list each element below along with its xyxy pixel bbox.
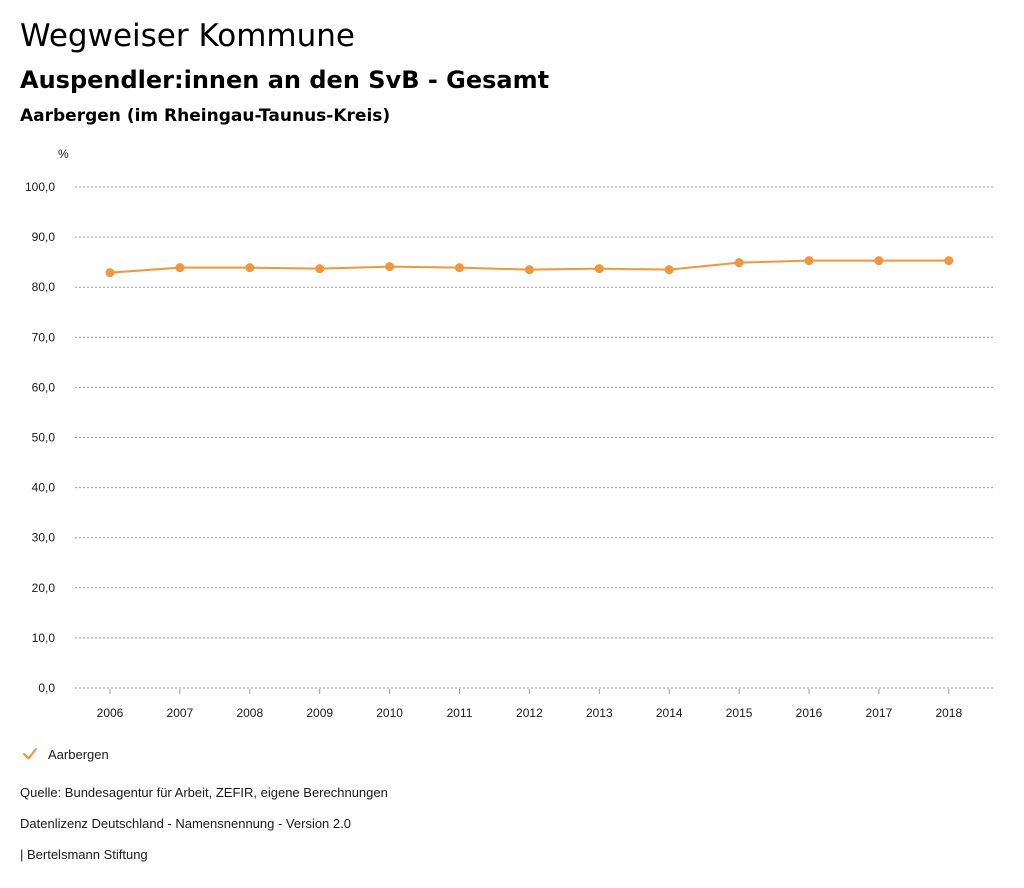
x-tick-label: 2011: [447, 706, 473, 720]
data-point: [385, 262, 395, 272]
y-tick-label: 100,0: [25, 180, 55, 194]
legend-label: Aarbergen: [48, 746, 109, 762]
data-point: [175, 263, 185, 273]
line-chart: % 0,0 10,0 20,0 30,0 40,0 50,0 60,0 70,0 80,0 90,0…: [25, 147, 993, 720]
x-tick-label: 2015: [726, 706, 753, 720]
publisher-note: | Bertelsmann Stiftung: [20, 847, 148, 862]
region-label: Aarbergen (im Rheingau-Taunus-Kreis): [20, 106, 391, 126]
x-tick-label: 2006: [97, 706, 124, 720]
data-point: [944, 256, 954, 266]
y-axis-unit-label: %: [58, 147, 69, 161]
legend-item-aarbergen[interactable]: Aarbergen: [20, 744, 109, 764]
data-point: [804, 256, 814, 266]
x-tick-label: 2009: [306, 706, 333, 720]
x-tick-label: 2010: [376, 706, 403, 720]
data-point: [734, 258, 744, 268]
y-tick-label: 50,0: [32, 431, 56, 445]
data-point: [315, 264, 325, 274]
data-point: [455, 263, 464, 273]
y-tick-label: 30,0: [32, 531, 56, 545]
page-title: Wegweiser Kommune: [20, 18, 355, 54]
data-point: [524, 265, 534, 275]
source-note: Quelle: Bundesagentur für Arbeit, ZEFIR,…: [20, 785, 388, 800]
y-tick-label: 60,0: [32, 380, 56, 394]
y-tick-label: 40,0: [32, 481, 56, 495]
data-point: [594, 264, 604, 274]
x-tick-label: 2016: [796, 706, 823, 720]
data-point: [874, 256, 884, 266]
chart-subtitle: Auspendler:innen an den SvB - Gesamt: [20, 66, 550, 94]
x-tick-label: 2018: [935, 706, 962, 720]
y-tick-label: 90,0: [32, 230, 56, 244]
x-tick-label: 2017: [866, 706, 893, 720]
y-tick-label: 0,0: [38, 681, 55, 695]
x-tick-label: 2014: [656, 706, 683, 720]
y-tick-label: 20,0: [32, 581, 56, 595]
y-tick-label: 80,0: [32, 280, 56, 294]
x-tick-label: 2008: [236, 706, 263, 720]
x-tick-label: 2007: [167, 706, 194, 720]
x-tick-label: 2012: [516, 706, 543, 720]
y-tick-label: 10,0: [32, 631, 56, 645]
checkmark-icon: [20, 744, 40, 764]
x-tick-label: 2013: [586, 706, 613, 720]
license-note: Datenlizenz Deutschland - Namensnennung …: [20, 816, 351, 831]
data-point: [245, 263, 255, 273]
data-point: [105, 268, 115, 278]
data-point: [664, 265, 674, 275]
y-tick-label: 70,0: [32, 330, 56, 344]
